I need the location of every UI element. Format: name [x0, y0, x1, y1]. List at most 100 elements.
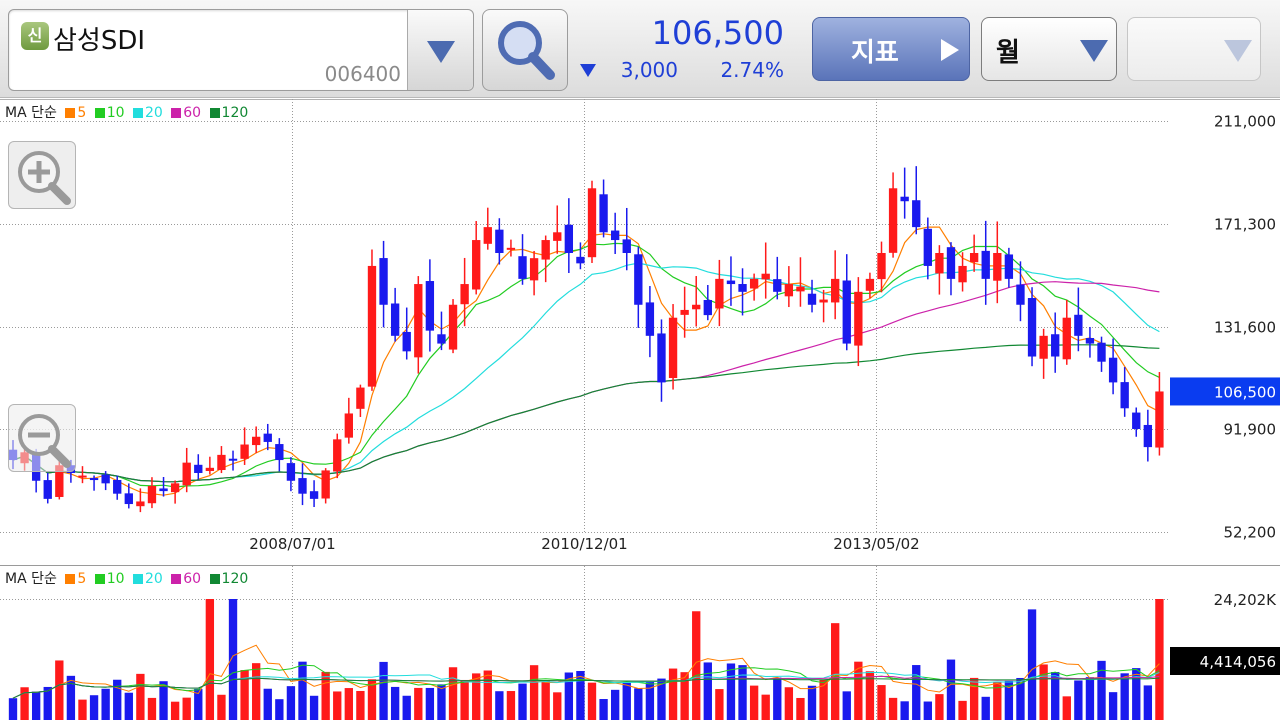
- current-price: 106,500: [651, 14, 784, 52]
- stock-dropdown-button[interactable]: [407, 10, 473, 90]
- candle-body: [969, 252, 979, 263]
- volume-bar: [356, 690, 365, 720]
- ma20-line: [12, 262, 1160, 483]
- volume-bar: [495, 691, 504, 720]
- candle-body: [217, 454, 226, 471]
- current-volume-marker: [1170, 647, 1280, 675]
- candle-body: [958, 265, 967, 283]
- price-ma-legend: MA 단순 5 10 20 60 120: [5, 102, 248, 122]
- stock-selector[interactable]: 신 삼성SDI 006400: [8, 9, 474, 91]
- volume-bar: [634, 688, 643, 720]
- candle-body: [865, 278, 875, 291]
- indicator-button-label: 지표: [851, 38, 899, 68]
- candle-body: [529, 258, 539, 281]
- y-tick-label: 52,200: [1224, 524, 1277, 542]
- volume-bar: [807, 685, 817, 720]
- volume-bar: [286, 686, 296, 720]
- legend-ma60: 60: [183, 571, 202, 587]
- zoom-in-button[interactable]: [8, 141, 76, 209]
- ma120-line: [12, 344, 1160, 483]
- volume-ma5-line: [12, 644, 1160, 699]
- candle-body: [298, 478, 307, 494]
- search-button[interactable]: [482, 9, 568, 91]
- candle-body: [668, 317, 678, 379]
- legend-ma60: 60: [183, 105, 202, 121]
- candle-body: [634, 254, 643, 305]
- volume-bar: [460, 679, 469, 720]
- x-tick-label: 2008/07/01: [249, 535, 335, 553]
- legend-ma5: 5: [77, 571, 87, 587]
- down-arrow-icon: [580, 64, 596, 77]
- ma10-line: [12, 242, 1160, 488]
- current-volume-label: 4,414,056: [1200, 653, 1276, 671]
- candle-body: [1120, 382, 1129, 409]
- candle-body: [900, 196, 909, 202]
- candle-body: [113, 479, 122, 494]
- candle-body: [888, 188, 898, 253]
- ma5-line: [12, 226, 1160, 496]
- volume-bar: [66, 675, 76, 720]
- volume-bar: [784, 687, 794, 720]
- candle-body: [379, 258, 388, 305]
- y-tick-label: 171,300: [1214, 216, 1276, 234]
- candle-body: [194, 464, 203, 473]
- candle-body: [55, 465, 64, 497]
- volume-bar: [298, 661, 307, 720]
- candle-body: [506, 247, 516, 250]
- candle-body: [796, 286, 805, 292]
- stock-chart[interactable]: 211,000 171,300 131,600 91,900 52,200 2008/07…: [0, 99, 1280, 720]
- zoom-out-button[interactable]: [8, 404, 76, 472]
- volume-bar: [147, 697, 157, 720]
- candle-body: [657, 333, 666, 383]
- volume-bar: [599, 699, 608, 720]
- indicator-button[interactable]: 지표: [812, 17, 970, 81]
- volume-bar: [402, 695, 411, 720]
- volume-bar: [935, 694, 944, 720]
- volume-bar: [1108, 692, 1118, 720]
- candle-body: [309, 491, 319, 499]
- candle-body: [1004, 254, 1014, 279]
- candle-body: [275, 444, 284, 461]
- volume-ma-legend: MA 단순 5 10 20 60 120: [5, 568, 248, 588]
- legend-ma10: 10: [106, 105, 125, 121]
- candle-body: [842, 280, 851, 344]
- y-tick-label: 91,900: [1224, 421, 1277, 439]
- candle-body: [437, 334, 446, 344]
- secondary-select[interactable]: [1127, 17, 1261, 81]
- chart-area[interactable]: 211,000 171,300 131,600 91,900 52,200 2008/07…: [0, 99, 1280, 720]
- volume-bar: [240, 670, 249, 720]
- legend-title: MA 단순: [5, 571, 57, 587]
- price-change-percent: 2.74%: [720, 58, 784, 82]
- current-price-label: 106,500: [1214, 383, 1276, 401]
- candle-body: [1016, 284, 1025, 305]
- volume-bar: [367, 679, 377, 720]
- volume-bar: [205, 599, 215, 720]
- period-select[interactable]: 월: [981, 17, 1117, 81]
- volume-bar: [622, 682, 631, 720]
- volume-bar: [1132, 668, 1141, 720]
- volume-bar: [946, 659, 956, 720]
- candle-body: [680, 309, 689, 315]
- volume-bar: [541, 680, 550, 720]
- volume-bar: [263, 688, 272, 720]
- volume-bar: [900, 701, 909, 720]
- volume-bar: [657, 678, 666, 720]
- volume-bar: [43, 686, 52, 720]
- candle-body: [425, 281, 435, 331]
- volume-bar: [564, 672, 574, 720]
- legend-ma20: 20: [144, 571, 163, 587]
- candle-body: [402, 331, 411, 352]
- play-icon: [941, 39, 959, 61]
- candle-body: [518, 256, 527, 279]
- volume-bar: [888, 697, 898, 720]
- volume-bar: [437, 684, 446, 720]
- candle-body: [1132, 412, 1141, 429]
- candle-body: [1155, 391, 1164, 448]
- volume-bar: [553, 692, 562, 720]
- candle-body: [981, 250, 990, 279]
- volume-bar: [448, 667, 458, 720]
- volume-bar: [194, 688, 203, 720]
- candle-body: [738, 284, 747, 292]
- candle-body: [923, 228, 932, 266]
- volume-bar: [1016, 677, 1025, 720]
